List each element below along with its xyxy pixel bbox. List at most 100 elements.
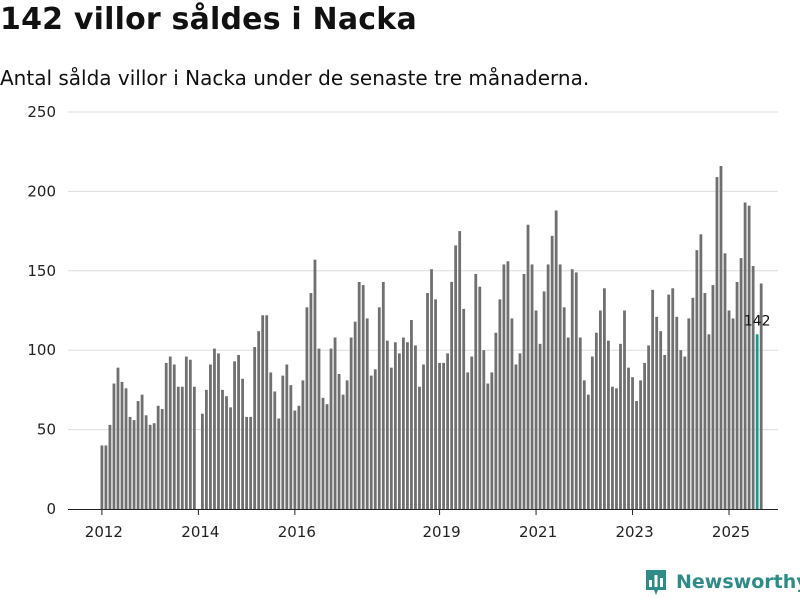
x-tick-label: 2014	[181, 523, 219, 541]
bar	[586, 394, 590, 509]
bar	[562, 307, 566, 509]
bar	[619, 343, 622, 509]
bar	[494, 332, 498, 509]
bar	[458, 231, 462, 509]
bar	[607, 340, 610, 509]
bar	[582, 380, 586, 509]
bar	[490, 372, 494, 509]
bar	[406, 342, 409, 509]
bar	[285, 364, 289, 509]
y-tick-label: 250	[27, 103, 56, 121]
bar	[707, 334, 711, 509]
bar	[381, 281, 385, 509]
bar	[253, 347, 257, 509]
bar	[566, 337, 570, 509]
bar	[442, 362, 445, 509]
bar	[731, 318, 735, 509]
bar	[699, 234, 703, 509]
page-title: 142 villor såldes i Nacka	[0, 2, 417, 37]
bar	[257, 331, 261, 509]
bar	[289, 385, 293, 509]
bar	[695, 250, 699, 509]
bar	[743, 202, 747, 509]
bar	[635, 401, 638, 509]
bar	[534, 310, 538, 509]
bar	[482, 350, 486, 509]
bar	[611, 386, 614, 509]
bar	[205, 389, 208, 509]
bar	[715, 177, 719, 510]
bar	[446, 353, 450, 509]
bar	[229, 407, 232, 509]
bar	[192, 386, 196, 509]
bar	[454, 245, 458, 509]
bar	[623, 310, 626, 509]
bar	[341, 394, 345, 509]
y-tick-label: 50	[37, 421, 56, 439]
bar	[201, 413, 204, 509]
y-axis-ticks: 0 50 100 150 200 250	[27, 103, 56, 518]
highlight-value-label: 142	[744, 313, 771, 329]
bar	[184, 356, 188, 509]
bar	[430, 269, 433, 509]
bar	[667, 294, 671, 509]
bar	[301, 380, 305, 509]
bar	[176, 386, 180, 509]
bar	[160, 408, 164, 509]
bar	[369, 375, 373, 509]
bar	[313, 259, 317, 509]
bar	[345, 380, 349, 509]
bar	[349, 337, 353, 509]
bar	[120, 381, 124, 509]
bar	[136, 401, 140, 509]
bar	[727, 310, 731, 509]
bar	[514, 364, 518, 509]
bar	[261, 315, 265, 509]
bar	[703, 293, 707, 509]
bar	[377, 307, 381, 509]
bar	[526, 224, 530, 509]
bar	[434, 299, 437, 509]
bar	[663, 354, 667, 509]
bar	[498, 299, 502, 509]
x-tick-label: 2012	[85, 523, 123, 541]
bar	[474, 273, 478, 509]
annotations: 142	[744, 313, 771, 329]
bar	[249, 416, 253, 509]
bar	[486, 383, 490, 509]
x-axis: 2012 2014 2016 2019 2021 2023 2025	[68, 509, 778, 541]
bar	[502, 264, 506, 509]
bar	[598, 310, 602, 509]
bar	[462, 308, 466, 509]
bar	[221, 389, 224, 509]
bar	[245, 416, 249, 509]
bar	[546, 264, 550, 509]
bar	[116, 367, 120, 509]
bar	[615, 388, 618, 509]
bar	[152, 423, 156, 509]
bars	[100, 165, 763, 510]
bar	[188, 359, 192, 509]
bar	[438, 362, 441, 509]
bar	[144, 415, 148, 509]
bar	[450, 281, 454, 509]
bar	[140, 394, 144, 509]
bar	[269, 372, 273, 509]
bar	[530, 264, 534, 509]
bar	[542, 291, 546, 509]
bar	[164, 362, 168, 509]
bar	[550, 235, 554, 510]
bar	[639, 380, 642, 509]
bar	[156, 405, 160, 509]
bar	[647, 345, 651, 509]
bar	[317, 348, 321, 509]
y-tick-label: 0	[46, 500, 56, 518]
newsworthy-logo-icon	[646, 570, 666, 595]
x-tick-label: 2019	[422, 523, 460, 541]
bar	[518, 353, 522, 509]
bar	[273, 391, 277, 509]
bar	[643, 362, 646, 509]
x-tick-label: 2016	[278, 523, 316, 541]
bar	[558, 264, 562, 509]
bar	[124, 388, 128, 509]
